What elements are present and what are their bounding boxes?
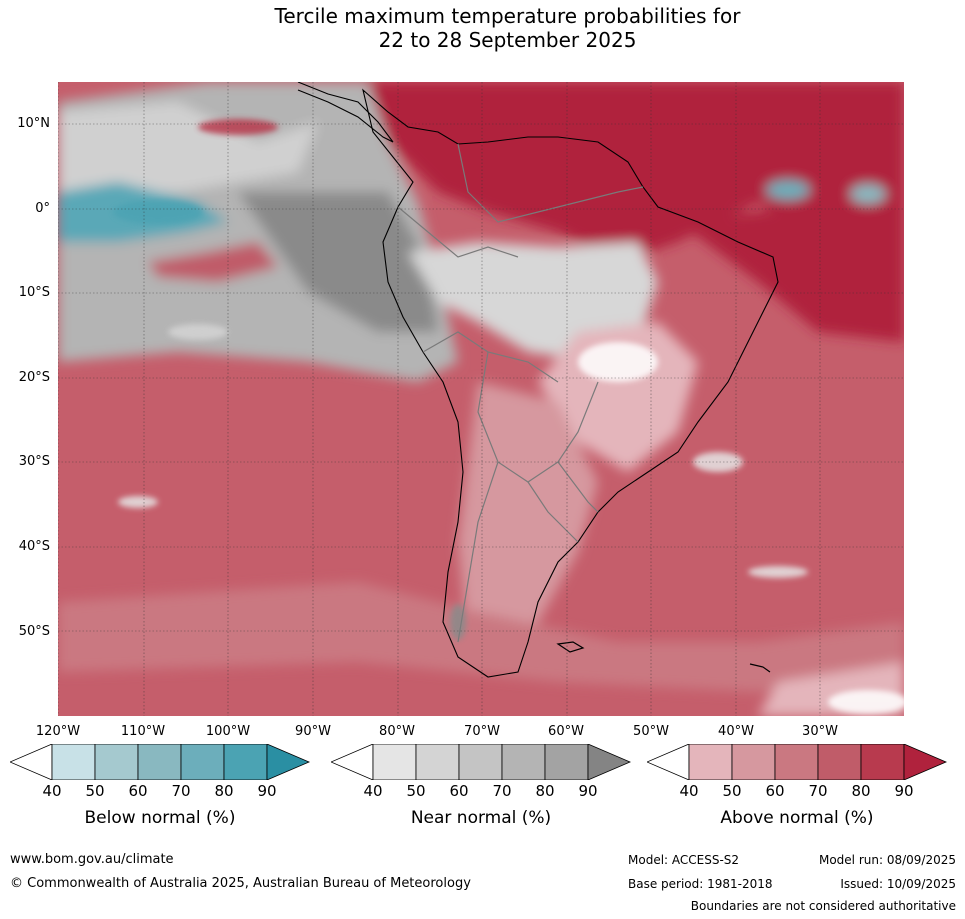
tick-above-70: 70 xyxy=(808,782,828,800)
tick-above-60: 60 xyxy=(765,782,785,800)
issued-text: Issued: 10/09/2025 xyxy=(840,877,956,891)
cbar-near-seg-4 xyxy=(501,744,546,780)
base-period-text: Base period: 1981-2018 xyxy=(628,877,773,891)
region-below-normal-e xyxy=(850,184,886,204)
cbar-near-seg-6 xyxy=(587,744,631,780)
probability-map xyxy=(58,82,904,716)
cbar-above-seg-5 xyxy=(860,744,905,780)
cbar-above-seg-4 xyxy=(817,744,862,780)
patch-5 xyxy=(118,496,158,508)
gridlines xyxy=(58,82,904,716)
tick-below-70: 70 xyxy=(171,782,191,800)
disclaimer-text: Boundaries are not considered authoritat… xyxy=(690,899,956,913)
cbar-below-seg-6 xyxy=(266,744,310,780)
lon-label-70w: 70°W xyxy=(464,724,500,739)
patch-2 xyxy=(113,200,203,224)
lat-label-30s: 30°S xyxy=(18,454,50,469)
tick-above-40: 40 xyxy=(679,782,699,800)
tick-below-50: 50 xyxy=(85,782,105,800)
patch-1 xyxy=(198,119,278,135)
lon-label-90w: 90°W xyxy=(295,724,331,739)
lon-label-100w: 100°W xyxy=(205,724,251,739)
falkland-islands xyxy=(556,641,585,653)
cbar-above-seg-2 xyxy=(731,744,776,780)
colorbar-near-title: Near normal (%) xyxy=(410,808,552,828)
tick-near-60: 60 xyxy=(449,782,469,800)
colorbar-near-normal xyxy=(331,744,631,780)
region-pacific-near-dark xyxy=(238,192,438,332)
lat-label-40s: 40°S xyxy=(18,539,50,554)
tick-near-90: 90 xyxy=(578,782,598,800)
lat-label-20s: 20°S xyxy=(18,370,50,385)
cbar-above-seg-1 xyxy=(688,744,733,780)
model-run-text: Model run: 08/09/2025 xyxy=(818,853,956,867)
lon-label-40w: 40°W xyxy=(718,724,754,739)
cbar-below-seg-5 xyxy=(223,744,268,780)
national-borders xyxy=(397,143,644,643)
lon-label-30w: 30°W xyxy=(802,724,838,739)
tick-below-40: 40 xyxy=(42,782,62,800)
tick-above-50: 50 xyxy=(722,782,742,800)
patch-4 xyxy=(168,324,228,340)
cbar-near-seg-1 xyxy=(372,744,417,780)
tick-below-60: 60 xyxy=(128,782,148,800)
cbar-above-seg-0 xyxy=(647,744,690,780)
patch-8 xyxy=(828,690,904,714)
cbar-near-seg-3 xyxy=(458,744,503,780)
tick-below-80: 80 xyxy=(214,782,234,800)
lon-label-110w: 110°W xyxy=(120,724,166,739)
tick-above-80: 80 xyxy=(851,782,871,800)
chart-title: Tercile maximum temperature probabilitie… xyxy=(0,4,965,52)
patch-7 xyxy=(748,566,808,578)
cbar-below-seg-3 xyxy=(137,744,182,780)
tick-near-50: 50 xyxy=(406,782,426,800)
colorbar-below-title: Below normal (%) xyxy=(84,808,236,828)
region-caribbean-strong xyxy=(358,82,904,262)
colorbar-above-normal xyxy=(647,744,947,780)
tick-below-90: 90 xyxy=(257,782,277,800)
cbar-below-seg-4 xyxy=(180,744,225,780)
region-brazil-light xyxy=(538,322,698,472)
lon-label-50w: 50°W xyxy=(633,724,669,739)
title-line-2: 22 to 28 September 2025 xyxy=(378,28,637,52)
model-text: Model: ACCESS-S2 xyxy=(628,853,740,867)
region-below-normal-ne xyxy=(766,180,810,200)
title-line-1: Tercile maximum temperature probabilitie… xyxy=(274,4,741,28)
website-link[interactable]: www.bom.gov.au/climate xyxy=(10,852,174,867)
cbar-near-seg-5 xyxy=(544,744,589,780)
lon-label-80w: 80°W xyxy=(379,724,415,739)
copyright-text: © Commonwealth of Australia 2025, Austra… xyxy=(10,876,471,891)
map-canvas xyxy=(58,82,904,716)
coastline-central-america xyxy=(297,82,394,143)
lon-label-60w: 60°W xyxy=(548,724,584,739)
tick-near-70: 70 xyxy=(492,782,512,800)
cbar-near-seg-2 xyxy=(415,744,460,780)
region-atlantic-east-strong xyxy=(678,192,904,342)
lat-label-0: 0° xyxy=(35,201,50,216)
cbar-above-seg-3 xyxy=(774,744,819,780)
cbar-below-seg-0 xyxy=(10,744,53,780)
cbar-near-seg-0 xyxy=(331,744,374,780)
colorbar-above-title: Above normal (%) xyxy=(720,808,874,828)
region-pacific-near-light xyxy=(58,102,318,192)
cbar-below-seg-2 xyxy=(94,744,139,780)
lat-label-10n: 10°N xyxy=(17,116,50,131)
patch-6 xyxy=(693,452,743,472)
colorbar-below-normal xyxy=(10,744,310,780)
tick-near-80: 80 xyxy=(535,782,555,800)
south-georgia xyxy=(749,663,771,673)
patch-3 xyxy=(578,342,658,382)
cbar-above-seg-6 xyxy=(903,744,947,780)
lat-label-10s: 10°S xyxy=(18,285,50,300)
region-southern-cone-light xyxy=(458,382,598,662)
tick-above-90: 90 xyxy=(894,782,914,800)
tick-near-40: 40 xyxy=(363,782,383,800)
region-pacific-red-tongue xyxy=(148,242,278,282)
region-southern-ocean-light xyxy=(58,582,904,692)
cbar-below-seg-1 xyxy=(51,744,96,780)
lon-label-120w: 120°W xyxy=(35,724,81,739)
lat-label-50s: 50°S xyxy=(18,624,50,639)
